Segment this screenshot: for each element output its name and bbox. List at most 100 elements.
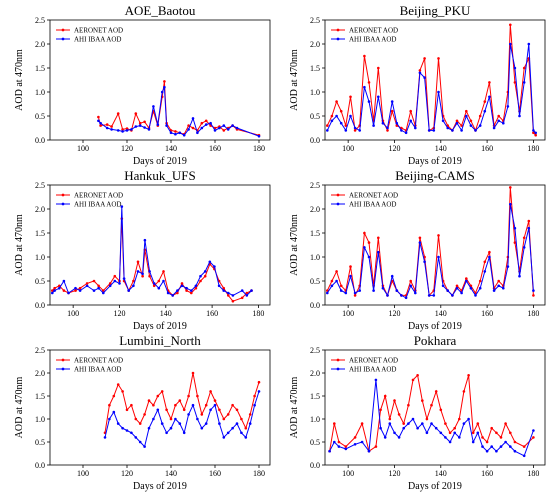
data-point-ahi	[174, 417, 177, 421]
data-point-ahi	[444, 436, 447, 439]
x-axis-label: Days of 2019	[133, 156, 187, 167]
data-point-ahi	[411, 417, 415, 421]
data-point-ahi	[374, 378, 378, 382]
x-tick-label: 120	[388, 144, 400, 153]
x-tick-label: 100	[342, 144, 354, 153]
data-point-ahi	[330, 119, 334, 123]
data-point-ahi	[222, 436, 226, 439]
data-point-ahi	[138, 440, 142, 444]
data-point-aeronet	[335, 270, 338, 273]
data-point-ahi	[112, 410, 116, 414]
data-point-ahi	[257, 390, 261, 393]
data-point-aeronet	[481, 436, 484, 439]
data-point-ahi	[174, 132, 177, 136]
data-point-aeronet	[235, 408, 239, 412]
y-tick-label: 1.5	[35, 229, 45, 238]
data-point-ahi	[152, 105, 155, 108]
data-point-aeronet	[165, 408, 168, 412]
data-point-aeronet	[467, 374, 470, 377]
x-tick-label: 100	[342, 469, 354, 478]
data-point-ahi	[404, 131, 408, 135]
x-tick-label: 140	[435, 144, 447, 153]
data-point-ahi	[250, 289, 253, 292]
data-point-ahi	[240, 289, 244, 292]
data-point-ahi	[113, 279, 117, 283]
data-point-ahi	[191, 403, 195, 407]
data-point-ahi	[404, 296, 408, 300]
legend-marker	[336, 202, 340, 206]
data-point-ahi	[160, 90, 164, 94]
data-point-aeronet	[213, 399, 217, 402]
y-tick-label: 2.5	[310, 181, 320, 190]
data-point-aeronet	[191, 126, 195, 130]
data-point-ahi	[522, 246, 526, 249]
data-point-ahi	[105, 126, 109, 130]
data-point-ahi	[166, 291, 170, 295]
data-point-aeronet	[199, 279, 202, 283]
data-point-aeronet	[253, 394, 256, 398]
data-point-ahi	[116, 422, 120, 425]
panel-title: Beijing_PKU	[400, 3, 471, 18]
data-point-aeronet	[74, 289, 77, 292]
data-point-aeronet	[152, 403, 155, 407]
data-point-aeronet	[244, 426, 248, 430]
x-tick-label: 100	[77, 469, 89, 478]
data-point-ahi	[451, 294, 454, 297]
data-point-aeronet	[393, 399, 396, 402]
data-point-ahi	[353, 126, 357, 130]
data-point-ahi	[395, 121, 399, 125]
data-point-ahi	[478, 286, 482, 290]
data-point-ahi	[103, 436, 107, 439]
data-point-ahi	[407, 422, 410, 425]
data-point-aeronet	[532, 131, 535, 135]
data-point-ahi	[430, 422, 433, 425]
data-point-ahi	[469, 124, 473, 127]
x-axis-label: Days of 2019	[133, 321, 187, 332]
y-tick-label: 2.5	[35, 181, 45, 190]
data-point-aeronet	[478, 114, 482, 118]
data-point-ahi	[85, 284, 89, 288]
series-ahi	[103, 390, 261, 448]
data-point-ahi	[427, 129, 431, 132]
x-tick-label: 180	[527, 144, 539, 153]
data-point-ahi	[418, 241, 422, 244]
data-point-ahi	[156, 408, 160, 412]
data-point-ahi	[409, 284, 413, 288]
data-point-ahi	[423, 76, 426, 79]
data-point-ahi	[518, 274, 521, 278]
data-point-ahi	[235, 422, 239, 425]
data-point-ahi	[502, 286, 505, 290]
series-aeronet	[103, 371, 261, 435]
data-point-aeronet	[105, 123, 109, 126]
data-point-aeronet	[187, 124, 190, 127]
x-tick-label: 120	[113, 309, 125, 318]
data-point-aeronet	[231, 403, 234, 407]
data-point-aeronet	[62, 289, 66, 292]
data-point-ahi	[532, 129, 535, 132]
data-point-ahi	[448, 440, 452, 444]
data-point-ahi	[344, 447, 348, 451]
data-point-aeronet	[160, 390, 164, 393]
data-point-ahi	[409, 119, 413, 123]
x-tick-label: 140	[165, 469, 177, 478]
data-point-aeronet	[147, 399, 151, 402]
data-point-ahi	[213, 129, 217, 132]
data-point-ahi	[200, 126, 204, 130]
data-point-aeronet	[134, 112, 138, 115]
data-point-ahi	[527, 42, 531, 46]
panel-5: Lumbini_North 100 120 140 160 180 0.0 0.5 1.0 1.5…	[14, 333, 271, 492]
y-tick-label: 0.0	[310, 461, 320, 470]
data-point-ahi	[339, 121, 343, 125]
data-point-ahi	[492, 126, 496, 130]
data-point-ahi	[134, 125, 138, 128]
data-point-ahi	[432, 294, 436, 297]
legend-label: AERONET AOD	[349, 192, 398, 200]
data-point-ahi	[218, 126, 221, 130]
data-point-aeronet	[390, 109, 394, 113]
data-point-aeronet	[245, 291, 249, 295]
data-point-ahi	[353, 443, 357, 446]
data-point-ahi	[488, 255, 491, 259]
data-point-aeronet	[439, 408, 443, 412]
